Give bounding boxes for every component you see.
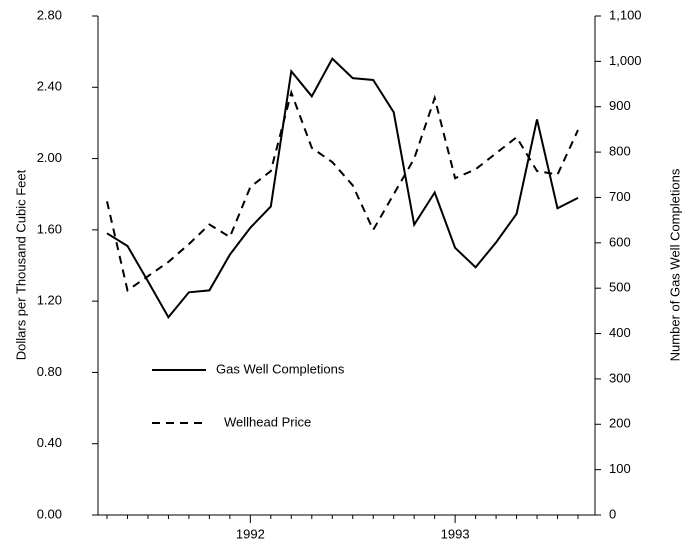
y2-tick-label: 900 [609,98,631,113]
x-tick-label: 1993 [441,526,470,541]
y-tick-label: 2.00 [37,150,62,165]
y2-tick-label: 300 [609,370,631,385]
y-axis-label: Dollars per Thousand Cubic Feet [13,169,28,360]
legend-label: Wellhead Price [224,414,311,429]
y-tick-label: 1.60 [37,221,62,236]
series-line [106,89,579,293]
legend-label: Gas Well Completions [216,361,345,376]
series-line [106,56,579,319]
y2-tick-label: 0 [609,506,616,521]
y2-tick-label: 200 [609,416,631,431]
y-tick-label: 0.00 [37,506,62,521]
y2-tick-label: 800 [609,144,631,159]
y2-axis-label: Number of Gas Well Completions [667,168,682,361]
y2-tick-label: 1,100 [609,7,642,22]
x-tick-label: 1992 [236,526,265,541]
y-tick-label: 0.40 [37,435,62,450]
y-tick-label: 2.40 [37,79,62,94]
y2-tick-label: 700 [609,189,631,204]
y-tick-label: 2.80 [37,7,62,22]
y2-tick-label: 1,000 [609,53,642,68]
y2-tick-label: 100 [609,461,631,476]
y2-tick-label: 600 [609,234,631,249]
y2-tick-label: 500 [609,280,631,295]
y-tick-label: 1.20 [37,293,62,308]
y2-tick-label: 400 [609,325,631,340]
y-tick-label: 0.80 [37,364,62,379]
